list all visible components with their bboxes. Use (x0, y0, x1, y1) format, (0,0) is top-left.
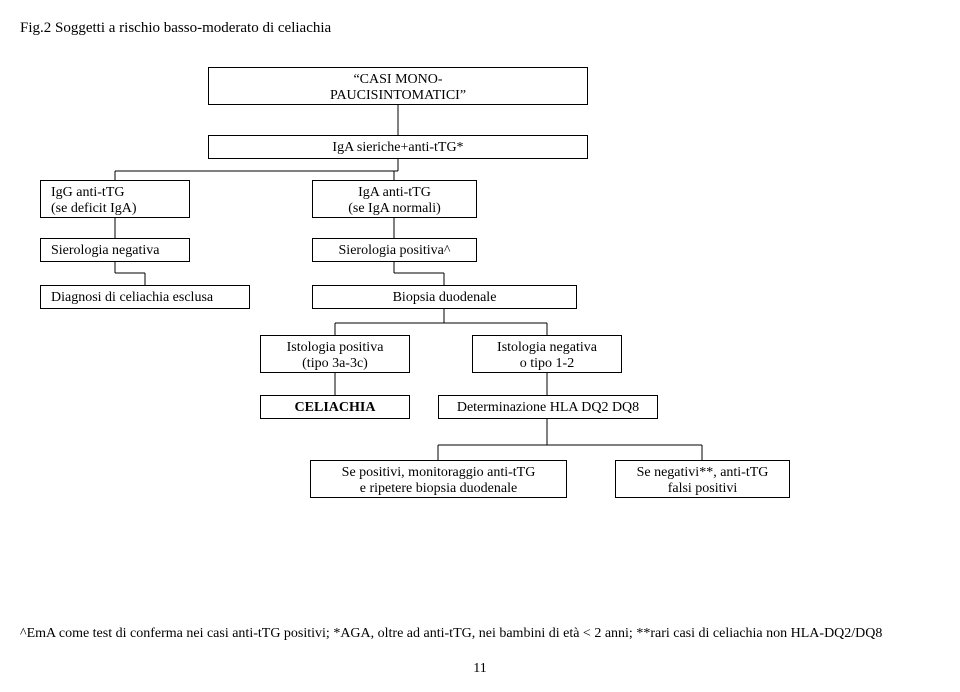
box-iga-sieriche: IgA sieriche+anti-tTG* (208, 135, 588, 159)
box-casi-mono: “CASI MONO- PAUCISINTOMATICI” (208, 67, 588, 105)
sepos-line1: Se positivi, monitoraggio anti-tTG (342, 465, 536, 480)
seneg-line2: falsi positivi (668, 481, 738, 496)
box-determinazione-hla: Determinazione HLA DQ2 DQ8 (438, 395, 658, 419)
iga-line1: IgA anti-tTG (358, 185, 431, 200)
page-number: 11 (0, 661, 960, 677)
box-se-negativi: Se negativi**, anti-tTG falsi positivi (615, 460, 790, 498)
box-istologia-positiva: Istologia positiva (tipo 3a-3c) (260, 335, 410, 373)
istoneg-line2: o tipo 1-2 (520, 356, 574, 371)
seneg-line1: Se negativi**, anti-tTG (637, 465, 769, 480)
istopos-line1: Istologia positiva (287, 340, 384, 355)
igg-line1: IgG anti-tTG (51, 185, 124, 200)
connector-lines (30, 45, 930, 515)
sepos-line2: e ripetere biopsia duodenale (360, 481, 517, 496)
figure-title: Fig.2 Soggetti a rischio basso-moderato … (20, 20, 940, 37)
box-sierologia-negativa: Sierologia negativa (40, 238, 190, 262)
istopos-line2: (tipo 3a-3c) (302, 356, 368, 371)
box-sierologia-positiva: Sierologia positiva^ (312, 238, 477, 262)
iga-line2: (se IgA normali) (348, 201, 441, 216)
footnote-text: ^EmA come test di conferma nei casi anti… (20, 626, 940, 642)
istoneg-line1: Istologia negativa (497, 340, 597, 355)
box-diagnosi-esclusa: Diagnosi di celiachia esclusa (40, 285, 250, 309)
box-biopsia-duodenale: Biopsia duodenale (312, 285, 577, 309)
box-se-positivi: Se positivi, monitoraggio anti-tTG e rip… (310, 460, 567, 498)
casi-line2: PAUCISINTOMATICI” (330, 88, 466, 103)
box-igg-anti-ttg: IgG anti-tTG (se deficit IgA) (40, 180, 190, 218)
box-istologia-negativa: Istologia negativa o tipo 1-2 (472, 335, 622, 373)
casi-line1: “CASI MONO- (353, 72, 442, 87)
box-iga-anti-ttg: IgA anti-tTG (se IgA normali) (312, 180, 477, 218)
box-celiachia: CELIACHIA (260, 395, 410, 419)
igg-line2: (se deficit IgA) (51, 201, 137, 216)
